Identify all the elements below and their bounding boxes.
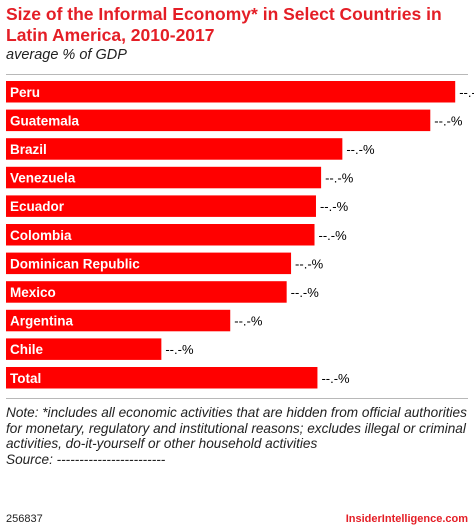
category-label-mexico: Mexico	[10, 285, 56, 300]
value-label-total: --.-%	[321, 371, 350, 386]
bar-ecuador	[6, 195, 316, 217]
category-label-colombia: Colombia	[10, 228, 72, 243]
bar-chile	[6, 338, 162, 360]
bar-venezuela	[6, 166, 322, 189]
bar-colombia	[6, 224, 315, 246]
value-label-chile: --.-%	[165, 342, 194, 357]
value-label-argentina: --.-%	[234, 314, 263, 329]
brand-link[interactable]: InsiderIntelligence.com	[345, 513, 468, 525]
value-label-peru: --.-%	[459, 85, 474, 100]
chart-subtitle: average % of GDP	[6, 47, 127, 63]
note-text: Note: *includes all economic activities …	[6, 405, 467, 451]
chart-note: Note: *includes all economic activities …	[6, 405, 468, 467]
category-label-guatemala: Guatemala	[10, 113, 80, 128]
category-label-argentina: Argentina	[10, 314, 73, 329]
value-label-ecuador: --.-%	[320, 199, 349, 214]
source-text: Source: ------------------------	[6, 451, 166, 467]
bar-guatemala	[6, 109, 431, 132]
value-label-mexico: --.-%	[291, 285, 320, 300]
category-label-venezuela: Venezuela	[10, 171, 76, 186]
category-label-brazil: Brazil	[10, 142, 47, 157]
value-label-dominican-republic: --.-%	[295, 256, 324, 271]
bar-total	[6, 367, 318, 389]
category-label-chile: Chile	[10, 342, 43, 357]
bar-argentina	[6, 309, 231, 332]
bar-dominican-republic	[6, 252, 292, 275]
bar-brazil	[6, 138, 343, 160]
category-label-peru: Peru	[10, 85, 40, 100]
top-divider	[6, 74, 468, 75]
value-label-guatemala: --.-%	[434, 113, 463, 128]
category-label-ecuador: Ecuador	[10, 199, 65, 214]
value-label-colombia: --.-%	[319, 228, 348, 243]
bar-peru	[6, 81, 456, 103]
bar-chart: Peru --.-% Guatemala --.-% Brazil --.-% Venezu…	[6, 81, 474, 389]
chart-title: Size of the Informal Economy* in Select …	[6, 4, 442, 45]
chart-id: 256837	[6, 513, 43, 525]
value-label-venezuela: --.-%	[325, 171, 354, 186]
bottom-divider	[6, 398, 468, 399]
category-label-total: Total	[10, 371, 41, 386]
category-label-dominican-republic: Dominican Republic	[10, 256, 140, 271]
bar-mexico	[6, 281, 287, 303]
value-label-brazil: --.-%	[346, 142, 375, 157]
